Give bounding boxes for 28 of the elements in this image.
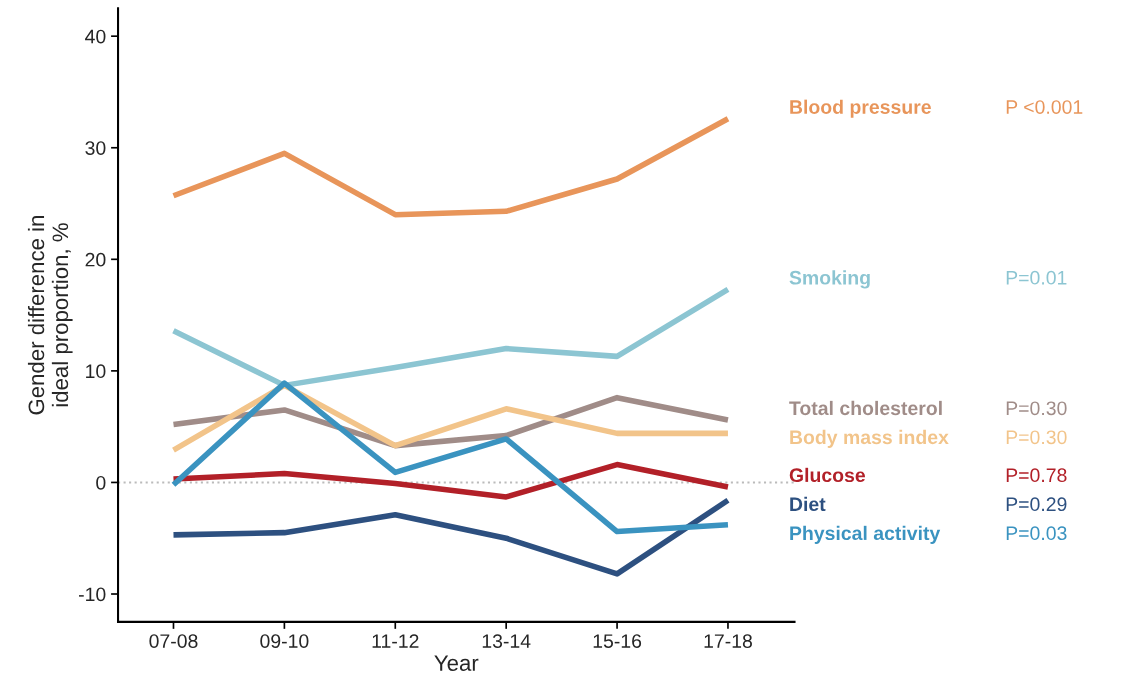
- y-axis-title: Gender difference in ideal proportion, %: [27, 216, 73, 415]
- text: P=0.29: [1006, 497, 1067, 512]
- y-tick-label: 30: [85, 141, 106, 155]
- y-tick-label: 0: [96, 475, 106, 490]
- x-tick-label: 15-16: [593, 634, 642, 648]
- text: P=0.01: [1006, 270, 1067, 285]
- text: Physical activity: [790, 525, 941, 544]
- x-tick-label: 11-12: [372, 634, 419, 648]
- text: P <0.001: [1006, 100, 1083, 114]
- y-tick-label: -10: [79, 587, 106, 602]
- x-tick-label: 09-10: [260, 634, 309, 648]
- y-tick-label: 20: [85, 252, 106, 267]
- text: P=0.30: [1006, 401, 1067, 416]
- x-axis-title: Year: [434, 655, 479, 671]
- text: P=0.30: [1006, 430, 1067, 445]
- text: Blood pressure: [790, 99, 931, 118]
- text: Smoking: [789, 270, 870, 289]
- text: Glucose: [789, 467, 866, 483]
- text: Diet: [790, 496, 826, 512]
- x-tick-label: 17-18: [704, 634, 752, 648]
- x-tick-label: 13-14: [482, 634, 531, 648]
- text: P=0.03: [1006, 526, 1067, 541]
- y-tick-label: 10: [86, 364, 106, 379]
- text: P=0.78: [1006, 468, 1067, 483]
- y-tick-label: 40: [85, 29, 106, 44]
- text: Body mass index: [790, 429, 949, 448]
- x-tick-label: 07-08: [149, 634, 198, 648]
- text: Total cholesterol: [789, 400, 942, 416]
